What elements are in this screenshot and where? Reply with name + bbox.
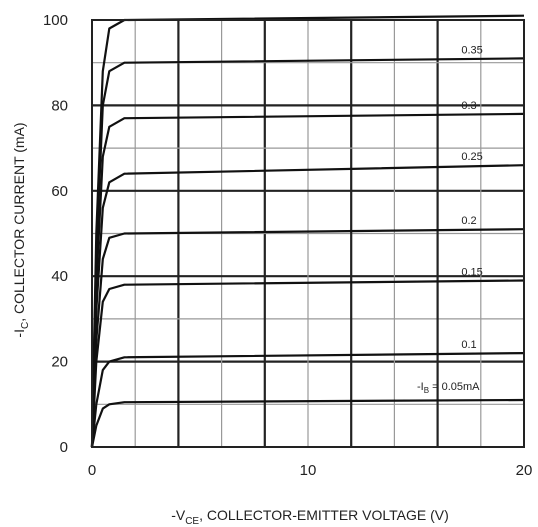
x-axis-title-suffix: , COLLECTOR-EMITTER VOLTAGE (V) <box>199 507 449 523</box>
curve-label: 0.35 <box>461 44 482 56</box>
grid <box>92 20 524 447</box>
x-tick-label: 10 <box>300 462 317 479</box>
curves <box>90 14 525 448</box>
curve-series <box>90 352 525 448</box>
y-tick-label: 40 <box>51 268 68 285</box>
curve-label: 0.2 <box>461 215 476 227</box>
y-axis-title-sub: C <box>20 322 31 329</box>
x-tick-label: 0 <box>88 462 96 479</box>
y-tick-label: 0 <box>60 439 68 456</box>
y-axis-title-suffix: , COLLECTOR CURRENT (mA) <box>11 122 27 321</box>
ib-label-sub: B <box>424 386 429 395</box>
y-tick-label: 80 <box>51 97 68 114</box>
curve-label: 0.1 <box>461 339 476 351</box>
y-axis-title: -IC, COLLECTOR CURRENT (mA) <box>11 122 31 337</box>
plot-frame <box>91 19 525 448</box>
x-tick-label: 20 <box>516 462 533 479</box>
curve-series <box>90 398 525 448</box>
y-axis-title-prefix: -I <box>11 329 27 338</box>
y-tick-label: 60 <box>51 183 68 200</box>
x-axis-title-sub: CE <box>185 516 199 527</box>
y-tick-label: 20 <box>51 354 68 371</box>
curve-label: 0.15 <box>461 266 482 278</box>
ib-label-suffix: = 0.05mA <box>429 381 480 393</box>
tick-labels: 0 20 40 60 80 100 0 10 20 <box>43 12 532 479</box>
ib-label-prefix: -I <box>417 381 424 393</box>
x-axis-title: -VCE, COLLECTOR-EMITTER VOLTAGE (V) <box>171 507 449 527</box>
curve-labels: 0.35 0.3 0.25 0.2 0.15 0.1 <box>461 44 482 351</box>
y-tick-label: 100 <box>43 12 68 29</box>
curve-label: 0.25 <box>461 151 482 163</box>
ib-label: -IB = 0.05mA <box>417 381 480 395</box>
curve-label: 0.3 <box>461 100 476 112</box>
x-axis-title-prefix: -V <box>171 507 186 523</box>
